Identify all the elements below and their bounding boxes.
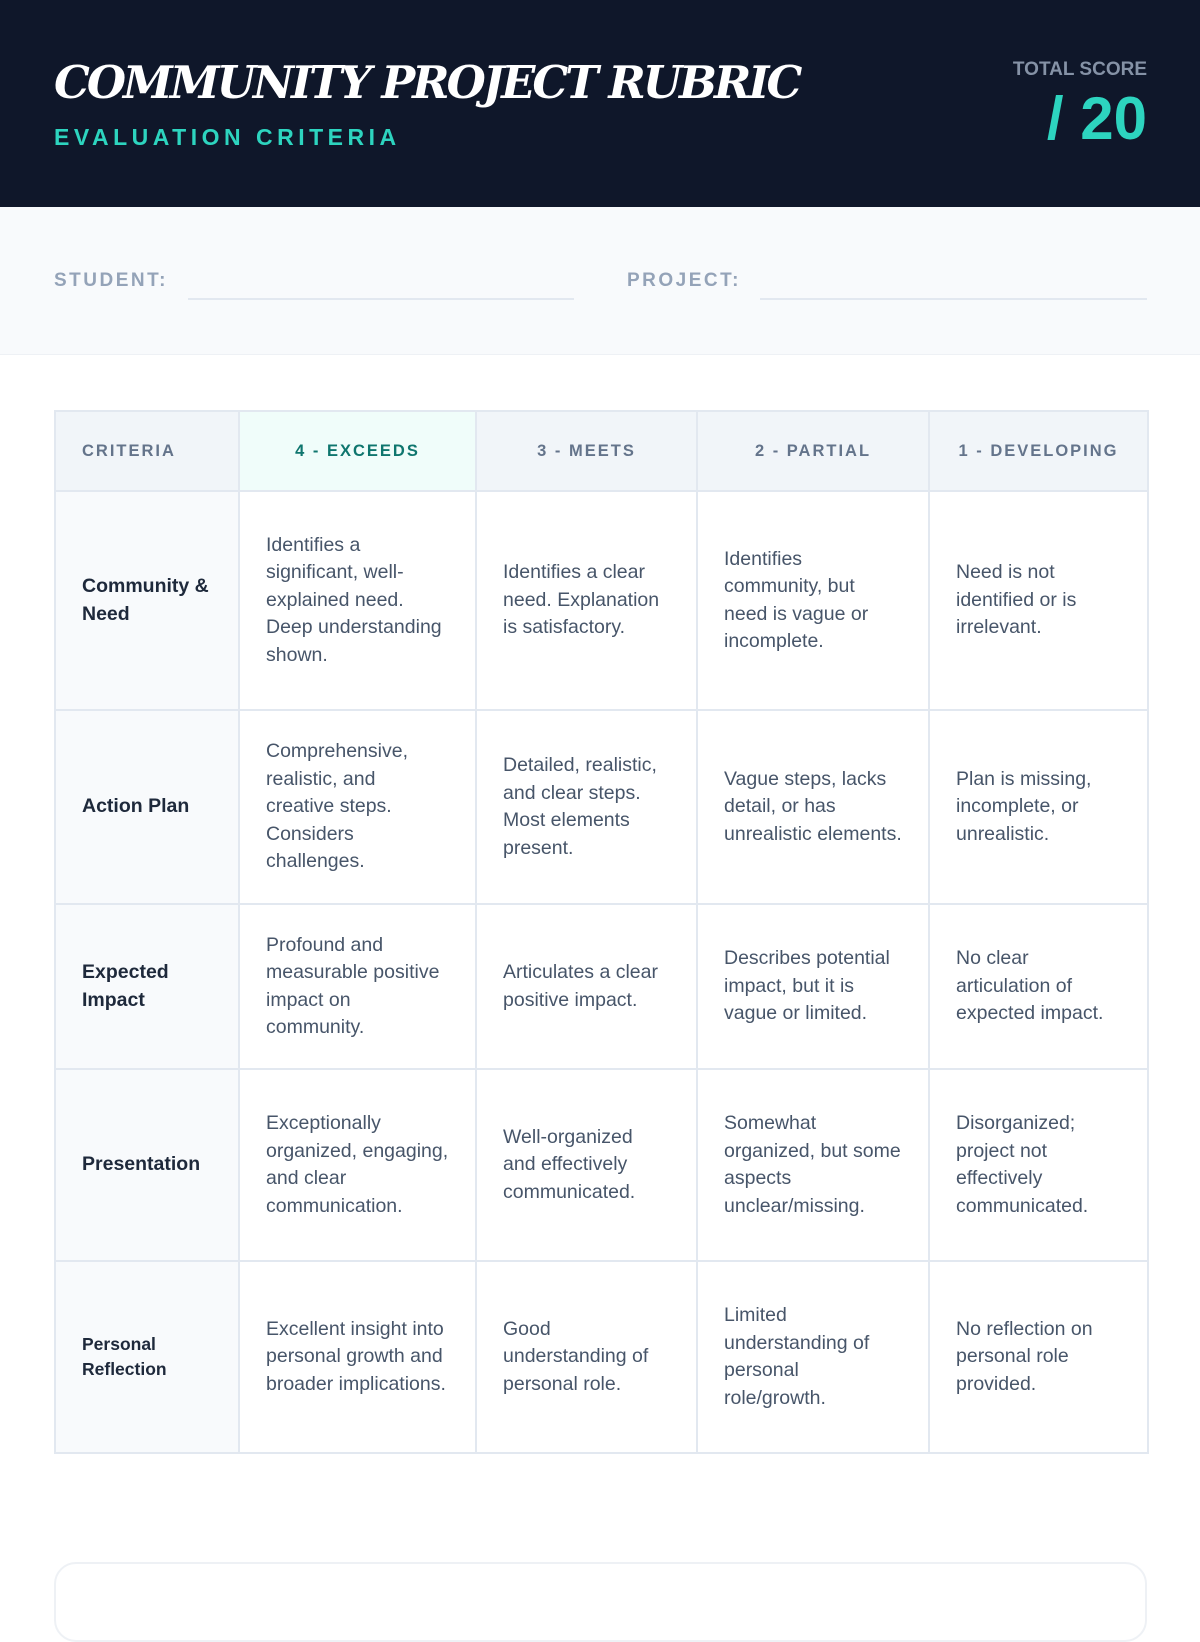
criteria-cell: Personal Reflection — [54, 1260, 240, 1454]
criteria-cell: Presentation — [54, 1068, 240, 1262]
total-score-value: / 20 — [1046, 85, 1147, 152]
table-row: Presentation Exceptionally organized, eng… — [54, 1068, 1149, 1262]
descriptor-cell: Identifies a clear need. Explanation is … — [475, 490, 698, 711]
descriptor-cell: No reflection on personal role provided. — [928, 1260, 1149, 1454]
column-header: CRITERIA — [54, 410, 240, 492]
descriptor-cell: Describes potential impact, but it is va… — [696, 903, 930, 1070]
column-header: 3 - MEETS — [475, 410, 698, 492]
descriptor-cell: Need is not identified or is irrelevant. — [928, 490, 1149, 711]
descriptor-cell: Vague steps, lacks detail, or has unreal… — [696, 709, 930, 905]
header: COMMUNITY PROJECT RUBRIC EVALUATION CRIT… — [0, 0, 1200, 207]
descriptor-cell: Identifies community, but need is vague … — [696, 490, 930, 711]
descriptor-cell: Profound and measurable positive impact … — [238, 903, 477, 1070]
descriptor-cell: Excellent insight into personal growth a… — [238, 1260, 477, 1454]
student-label: STUDENT: — [54, 270, 168, 291]
table-row: Personal Reflection Excellent insight int… — [54, 1260, 1149, 1454]
page-title: COMMUNITY PROJECT RUBRIC — [54, 56, 802, 109]
descriptor-cell: Detailed, realistic, and clear steps. Mo… — [475, 709, 698, 905]
page-subtitle: EVALUATION CRITERIA — [54, 124, 401, 150]
descriptor-cell: Well-organized and effectively communica… — [475, 1068, 698, 1262]
column-header: 2 - PARTIAL — [696, 410, 930, 492]
table-header-row: CRITERIA 4 - EXCEEDS 3 - MEETS 2 - PARTIAL 1… — [54, 410, 1149, 492]
descriptor-cell: Comprehensive, realistic, and creative s… — [238, 709, 477, 905]
descriptor-cell: Plan is missing, incomplete, or unrealis… — [928, 709, 1149, 905]
descriptor-cell: Somewhat organized, but some aspects unc… — [696, 1068, 930, 1262]
project-label: PROJECT: — [627, 270, 741, 291]
descriptor-cell: Limited understanding of personal role/g… — [696, 1260, 930, 1454]
criteria-cell: Expected Impact — [54, 903, 240, 1070]
table-row: Community & Need Identifies a significant… — [54, 490, 1149, 711]
descriptor-cell: Identifies a significant, well-explained… — [238, 490, 477, 711]
descriptor-cell: No clear articulation of expected impact… — [928, 903, 1149, 1070]
table-row: Action Plan Comprehensive, realistic, and… — [54, 709, 1149, 905]
criteria-cell: Community & Need — [54, 490, 240, 711]
bottom-card — [54, 1562, 1147, 1642]
column-header: 4 - EXCEEDS — [238, 410, 477, 492]
descriptor-cell: Articulates a clear positive impact. — [475, 903, 698, 1070]
table-row: Expected Impact Profound and measurable p… — [54, 903, 1149, 1070]
student-field[interactable] — [188, 298, 574, 300]
info-section: STUDENT: PROJECT: — [0, 207, 1200, 355]
project-field[interactable] — [760, 298, 1147, 300]
column-header: 1 - DEVELOPING — [928, 410, 1149, 492]
descriptor-cell: Good understanding of personal role. — [475, 1260, 698, 1454]
descriptor-cell: Disorganized; project not effectively co… — [928, 1068, 1149, 1262]
rubric-table: CRITERIA 4 - EXCEEDS 3 - MEETS 2 - PARTIAL 1… — [54, 410, 1149, 1454]
criteria-cell: Action Plan — [54, 709, 240, 905]
total-score-label: TOTAL SCORE — [1012, 59, 1147, 80]
descriptor-cell: Exceptionally organized, engaging, and c… — [238, 1068, 477, 1262]
